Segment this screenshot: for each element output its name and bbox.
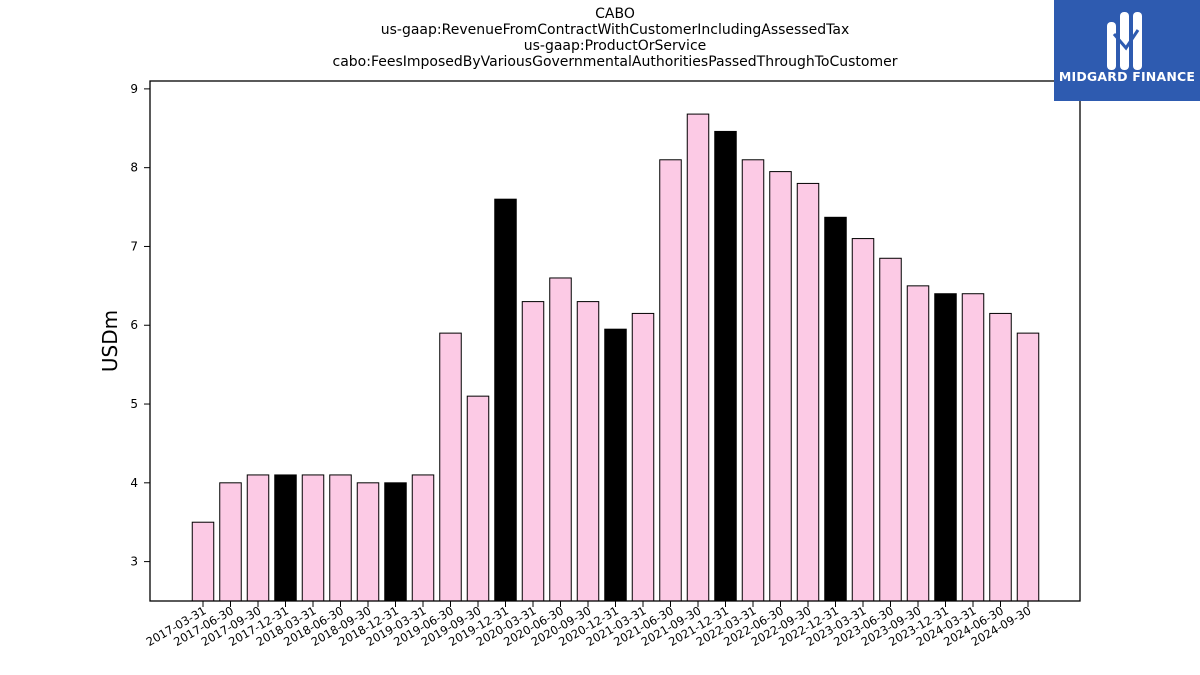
y-tick-label: 6 <box>130 318 138 332</box>
bar <box>301 474 325 602</box>
bar <box>851 238 875 602</box>
bar <box>714 130 737 602</box>
bar <box>604 328 627 602</box>
chart-subtitle-axis: us-gaap:ProductOrService <box>523 38 707 54</box>
midgard-logo-icon <box>1107 12 1142 70</box>
bar <box>961 293 985 602</box>
y-axis-label: USDm <box>98 310 122 372</box>
bar <box>439 332 462 602</box>
bar <box>796 182 820 602</box>
midgard-finance-logo: MIDGARD FINANCE <box>1054 0 1200 101</box>
bar <box>769 171 792 602</box>
bar <box>1016 332 1040 602</box>
bar <box>741 159 765 602</box>
y-tick-label: 3 <box>130 555 138 569</box>
bar <box>824 216 847 602</box>
chart-title: CABO <box>595 6 635 22</box>
bar <box>879 257 902 602</box>
bar <box>329 474 352 602</box>
chart-subtitle-member: cabo:FeesImposedByVariousGovernmentalAut… <box>332 54 898 70</box>
y-tick-label: 4 <box>130 476 138 490</box>
bar <box>356 482 380 602</box>
bar <box>466 395 490 602</box>
bar <box>934 293 957 602</box>
bar <box>686 113 710 602</box>
bar <box>191 521 215 602</box>
y-tick-label: 9 <box>130 82 138 96</box>
bar <box>246 474 270 602</box>
bar <box>989 312 1012 602</box>
bar <box>521 301 545 602</box>
y-tick-label: 8 <box>130 161 138 175</box>
bar <box>576 301 600 602</box>
bar <box>631 312 655 602</box>
y-tick-label: 5 <box>130 397 138 411</box>
y-tick-label: 7 <box>130 239 138 253</box>
bar <box>906 285 930 602</box>
bar <box>274 474 297 602</box>
bar <box>384 482 407 602</box>
bar <box>549 277 572 602</box>
bar <box>659 159 682 602</box>
chart-title-block: CABO us-gaap:RevenueFromContractWithCust… <box>165 6 1065 70</box>
chart-subtitle-concept: us-gaap:RevenueFromContractWithCustomerI… <box>380 22 850 38</box>
bar <box>494 198 517 602</box>
logo-text: MIDGARD FINANCE <box>1058 69 1196 84</box>
bar <box>411 474 435 602</box>
bar <box>219 482 242 602</box>
